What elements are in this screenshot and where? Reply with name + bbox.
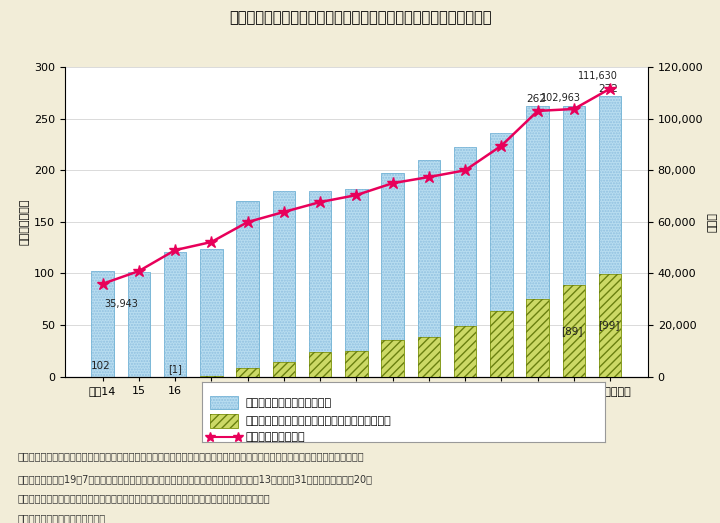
Text: 262: 262 <box>526 94 546 104</box>
Bar <box>309 352 331 377</box>
Bar <box>454 326 477 377</box>
Bar <box>309 191 331 377</box>
Text: １月から市町村における配偶者暴力相談支援センターの設置が努力義務となった。: １月から市町村における配偶者暴力相談支援センターの設置が努力義務となった。 <box>18 493 271 503</box>
Text: ３．各年度末現在の値。: ３．各年度末現在の値。 <box>18 514 106 523</box>
Bar <box>309 191 331 377</box>
Bar <box>273 191 295 377</box>
Bar <box>599 96 621 377</box>
Bar <box>563 106 585 377</box>
Bar <box>236 368 259 377</box>
Bar <box>273 362 295 377</box>
Bar <box>526 299 549 377</box>
Bar <box>563 285 585 377</box>
Bar <box>454 147 477 377</box>
Bar <box>526 106 549 377</box>
Text: 配偶者暴力相談支援センターのうち市町村設置数: 配偶者暴力相談支援センターのうち市町村設置数 <box>246 416 392 426</box>
Bar <box>210 396 238 410</box>
Bar <box>382 340 404 377</box>
Bar <box>418 160 440 377</box>
Bar <box>599 275 621 377</box>
Bar <box>200 248 222 377</box>
Bar <box>164 252 186 377</box>
Bar <box>210 414 238 427</box>
Bar <box>563 106 585 377</box>
Text: 111,630: 111,630 <box>577 71 618 81</box>
Y-axis label: （件）: （件） <box>708 212 718 232</box>
Bar <box>490 311 513 377</box>
Bar <box>273 362 295 377</box>
Bar <box>490 311 513 377</box>
Bar <box>454 326 477 377</box>
Bar <box>599 96 621 377</box>
Bar <box>236 201 259 377</box>
Bar <box>418 337 440 377</box>
Text: [1]: [1] <box>168 365 182 374</box>
Bar <box>418 337 440 377</box>
Bar <box>273 191 295 377</box>
Text: 102,963: 102,963 <box>541 93 581 103</box>
Bar <box>127 272 150 377</box>
Bar <box>210 396 238 410</box>
Text: [99]: [99] <box>598 321 619 331</box>
Bar <box>345 189 368 377</box>
Bar <box>91 271 114 377</box>
Bar <box>236 201 259 377</box>
Text: 272: 272 <box>598 84 618 94</box>
Bar <box>345 189 368 377</box>
Bar <box>309 352 331 377</box>
Text: ２．平成19年7月に配偶者から暴力の防止及び被害者の保護に関する法律（平成13年法律第31号）が改正され，20年: ２．平成19年7月に配偶者から暴力の防止及び被害者の保護に関する法律（平成13年… <box>18 474 373 484</box>
Bar <box>345 351 368 377</box>
Bar <box>418 160 440 377</box>
Bar <box>345 351 368 377</box>
Bar <box>127 272 150 377</box>
Bar <box>382 173 404 377</box>
Bar <box>526 299 549 377</box>
Bar <box>526 106 549 377</box>
Text: 相談件数（右目盛）: 相談件数（右目盛） <box>246 432 305 442</box>
Text: Ｉ－７－５図　配偶者暴力相談支援センター数及び相談件数の推移: Ｉ－７－５図 配偶者暴力相談支援センター数及び相談件数の推移 <box>229 10 491 25</box>
Bar <box>164 252 186 377</box>
Bar <box>91 271 114 377</box>
Bar <box>200 376 222 377</box>
Bar <box>200 376 222 377</box>
Bar <box>200 248 222 377</box>
Bar <box>563 285 585 377</box>
Text: [89]: [89] <box>562 326 583 336</box>
Bar <box>210 414 238 427</box>
Bar <box>490 133 513 377</box>
Bar <box>490 133 513 377</box>
Text: （備考）１．内閣府「配偶者暴力相談支援センターにおける配偶者からの暴力が関係する相談件数等の結果について」等より作成。: （備考）１．内閣府「配偶者暴力相談支援センターにおける配偶者からの暴力が関係する… <box>18 451 364 461</box>
Bar <box>599 275 621 377</box>
Bar <box>236 368 259 377</box>
Text: 配偶者暴力相談支援センター: 配偶者暴力相談支援センター <box>246 398 332 408</box>
Bar <box>382 340 404 377</box>
Text: 102: 102 <box>91 361 111 371</box>
Y-axis label: （センター数）: （センター数） <box>19 199 30 245</box>
Bar <box>454 147 477 377</box>
Bar <box>382 173 404 377</box>
Text: 35,943: 35,943 <box>104 299 138 309</box>
